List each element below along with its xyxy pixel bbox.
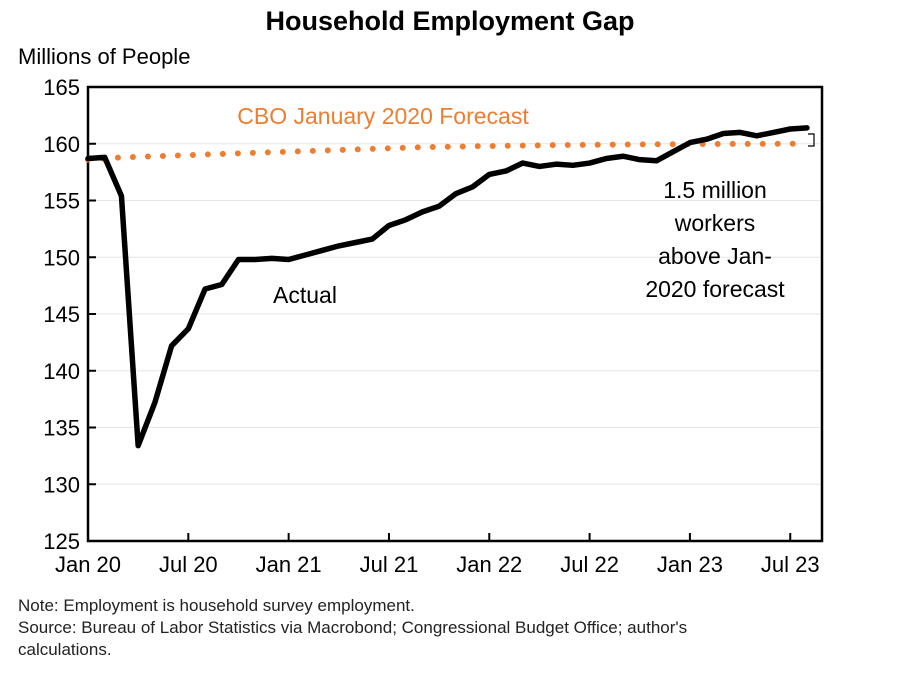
y-tick-label: 155 xyxy=(43,189,80,214)
actual-label: Actual xyxy=(273,282,337,308)
y-tick-label: 165 xyxy=(43,75,80,100)
forecast-label: CBO January 2020 Forecast xyxy=(237,103,529,129)
x-tick-label: Jul 22 xyxy=(560,552,619,577)
chart-title: Household Employment Gap xyxy=(265,6,634,36)
y-axis-label: Millions of People xyxy=(18,44,190,69)
gap-label-line-3: above Jan- xyxy=(658,243,772,269)
actual-line xyxy=(85,125,810,449)
x-tick-label: Jan 22 xyxy=(456,552,522,577)
y-tick-label: 145 xyxy=(43,302,80,327)
x-tick-label: Jan 20 xyxy=(55,552,121,577)
gap-label-line-4: 2020 forecast xyxy=(645,276,785,302)
x-tick-label: Jan 23 xyxy=(657,552,723,577)
y-tick-label: 140 xyxy=(43,359,80,384)
x-tick-label: Jul 23 xyxy=(761,552,820,577)
x-tick-label: Jan 21 xyxy=(256,552,322,577)
y-tick-label: 135 xyxy=(43,416,80,441)
note-text: Note: Employment is household survey emp… xyxy=(18,596,415,615)
forecast-line xyxy=(85,140,810,163)
source-text: Source: Bureau of Labor Statistics via M… xyxy=(18,618,688,637)
x-tick-label: Jul 20 xyxy=(159,552,218,577)
source-text-cont: calculations. xyxy=(18,640,112,659)
y-tick-label: 160 xyxy=(43,132,80,157)
gap-label-line-1: 1.5 million xyxy=(663,177,767,203)
gap-label-line-2: workers xyxy=(674,210,756,236)
y-tick-label: 125 xyxy=(43,529,80,554)
x-tick-label: Jul 21 xyxy=(360,552,419,577)
chart-svg: Household Employment Gap Millions of Peo… xyxy=(18,6,824,577)
y-tick-label: 150 xyxy=(43,245,80,270)
y-tick-label: 130 xyxy=(43,472,80,497)
gap-bracket xyxy=(808,133,815,147)
